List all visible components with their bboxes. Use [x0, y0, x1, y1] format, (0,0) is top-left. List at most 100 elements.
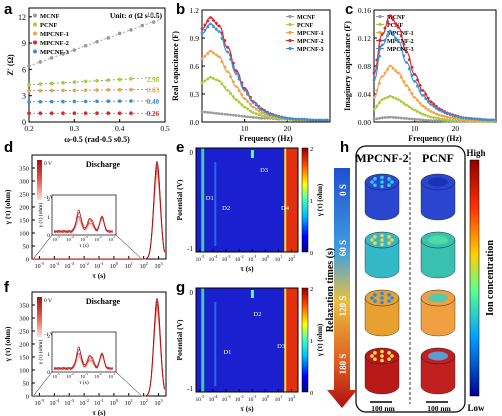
cylinder-body-pcnf: [420, 181, 456, 221]
data-point-mcnf: [407, 117, 411, 121]
zoom-line: [115, 234, 141, 259]
inset-x-tick-label: 10-4: [66, 372, 74, 379]
data-point-mcnf: [383, 116, 387, 119]
data-point-mpcnf-3: [320, 118, 323, 122]
x-tick-label: 10-5: [35, 261, 45, 270]
data-point-pcnf: [246, 107, 249, 111]
data-point-pcnf: [38, 82, 43, 86]
y-tick-label: 0: [190, 149, 194, 157]
x-tick-label: 102: [288, 394, 296, 403]
data-point-mpcnf-3: [251, 101, 255, 104]
colorbar-label: γ (τ) (ohm): [316, 323, 324, 357]
data-point-mcnf: [437, 119, 441, 122]
data-point-mpcnf-3: [391, 33, 395, 36]
annotation-d2: D2: [222, 205, 230, 212]
data-point-mpcnf-1: [200, 57, 204, 60]
data-point-mpcnf-3: [240, 83, 244, 87]
legend-label: MPCNF-3: [297, 47, 324, 53]
data-point-mpcnf-1: [229, 75, 232, 79]
time-axis-label: Relaxation times (s): [325, 248, 336, 332]
time-label: 0 S: [338, 184, 348, 196]
x-tick-label: 20: [452, 124, 460, 133]
band-d3: [250, 290, 254, 298]
y-tick-label: 0.9: [190, 34, 200, 43]
data-point-mcnf: [49, 56, 54, 60]
data-point-mpcnf-3: [483, 118, 487, 122]
band-d3: [250, 150, 254, 158]
pore-channel: [370, 180, 374, 184]
inset-drt-curve: [53, 211, 113, 234]
data-point-mpcnf-2: [372, 71, 376, 75]
data-point-mpcnf-3: [254, 103, 258, 107]
legend-marker: [33, 40, 37, 45]
data-point-mcnf: [129, 28, 133, 32]
heatmap-background: [196, 148, 298, 252]
y-tick-label: 9: [22, 39, 26, 48]
data-point-mpcnf-3: [61, 99, 65, 104]
data-point-mpcnf-1: [209, 49, 212, 53]
time-label: 120 S: [338, 296, 348, 317]
data-point-pcnf: [443, 118, 446, 121]
data-point-pcnf: [380, 98, 384, 101]
x-tick-label: 101: [125, 261, 133, 270]
data-point-mcnf: [429, 119, 433, 122]
data-point-mcnf: [243, 115, 247, 118]
panel-label-c: c: [345, 1, 353, 18]
data-point-mpcnf-3: [437, 108, 441, 112]
x-axis-label: Frequency (Hz): [408, 134, 462, 143]
pore-channel: [380, 296, 384, 300]
inset-drt-curve: [53, 346, 114, 371]
cylinder-body-pcnf: [420, 355, 456, 395]
data-point-mpcnf-3: [257, 106, 261, 109]
x-tick-label: 10-3: [64, 398, 74, 407]
x-tick-label: 101: [275, 394, 283, 403]
data-point-mpcnf-1: [432, 111, 436, 115]
data-point-mcnf: [117, 31, 122, 36]
data-point-pcnf: [386, 95, 390, 99]
data-point-mpcnf-2: [200, 27, 204, 31]
y-tick-label: -1: [187, 245, 193, 253]
data-point-mpcnf-3: [260, 108, 264, 112]
data-point-mpcnf-1: [378, 81, 381, 85]
data-point-mpcnf-1: [375, 88, 379, 92]
y-tick-label: -1: [187, 385, 193, 393]
data-point-mcnf: [416, 118, 419, 121]
legend-marker: [378, 38, 382, 43]
data-point-mpcnf-3: [459, 115, 463, 119]
data-point-mpcnf-3: [212, 25, 215, 28]
data-point-mpcnf-2: [72, 111, 77, 116]
inset-x-tick-label: 10-3: [80, 372, 88, 379]
data-point-mpcnf-3: [223, 44, 227, 47]
data-point-pcnf: [27, 82, 31, 87]
data-point-mpcnf-3: [288, 117, 292, 120]
data-point-pcnf: [432, 116, 436, 119]
data-point-mpcnf-3: [317, 118, 321, 122]
colorbar: [301, 147, 309, 253]
legend-label: MPCNF-2: [387, 39, 414, 45]
x-tick-label: 103: [154, 398, 162, 407]
data-point-pcnf: [260, 114, 264, 117]
data-point-mpcnf-3: [291, 117, 295, 121]
data-point-mcnf: [95, 39, 99, 44]
fit-line: [28, 18, 161, 67]
data-point-mpcnf-2: [424, 92, 427, 96]
inset-y-tick-label: 2: [47, 334, 50, 340]
data-point-mcnf: [200, 110, 204, 114]
data-point-mpcnf-3: [200, 31, 204, 35]
y-tick-label: 0: [26, 394, 29, 401]
cylinder-body-mpcnf2: [364, 239, 400, 279]
y-tick-label: 50: [23, 244, 30, 251]
legend-label: MPCNF-1: [297, 31, 324, 37]
legend-label: MPCNF-3: [40, 49, 70, 56]
data-point-mcnf: [257, 116, 261, 120]
data-point-pcnf: [416, 110, 419, 113]
data-point-mpcnf-1: [388, 64, 392, 68]
data-point-mcnf: [372, 117, 376, 121]
data-point-mcnf: [214, 111, 218, 115]
data-point-mpcnf-1: [421, 104, 425, 108]
pore-channel: [380, 358, 384, 363]
data-point-mpcnf-1: [437, 113, 441, 117]
data-point-pcnf: [429, 115, 433, 119]
chart-title: Discharge: [86, 160, 121, 169]
